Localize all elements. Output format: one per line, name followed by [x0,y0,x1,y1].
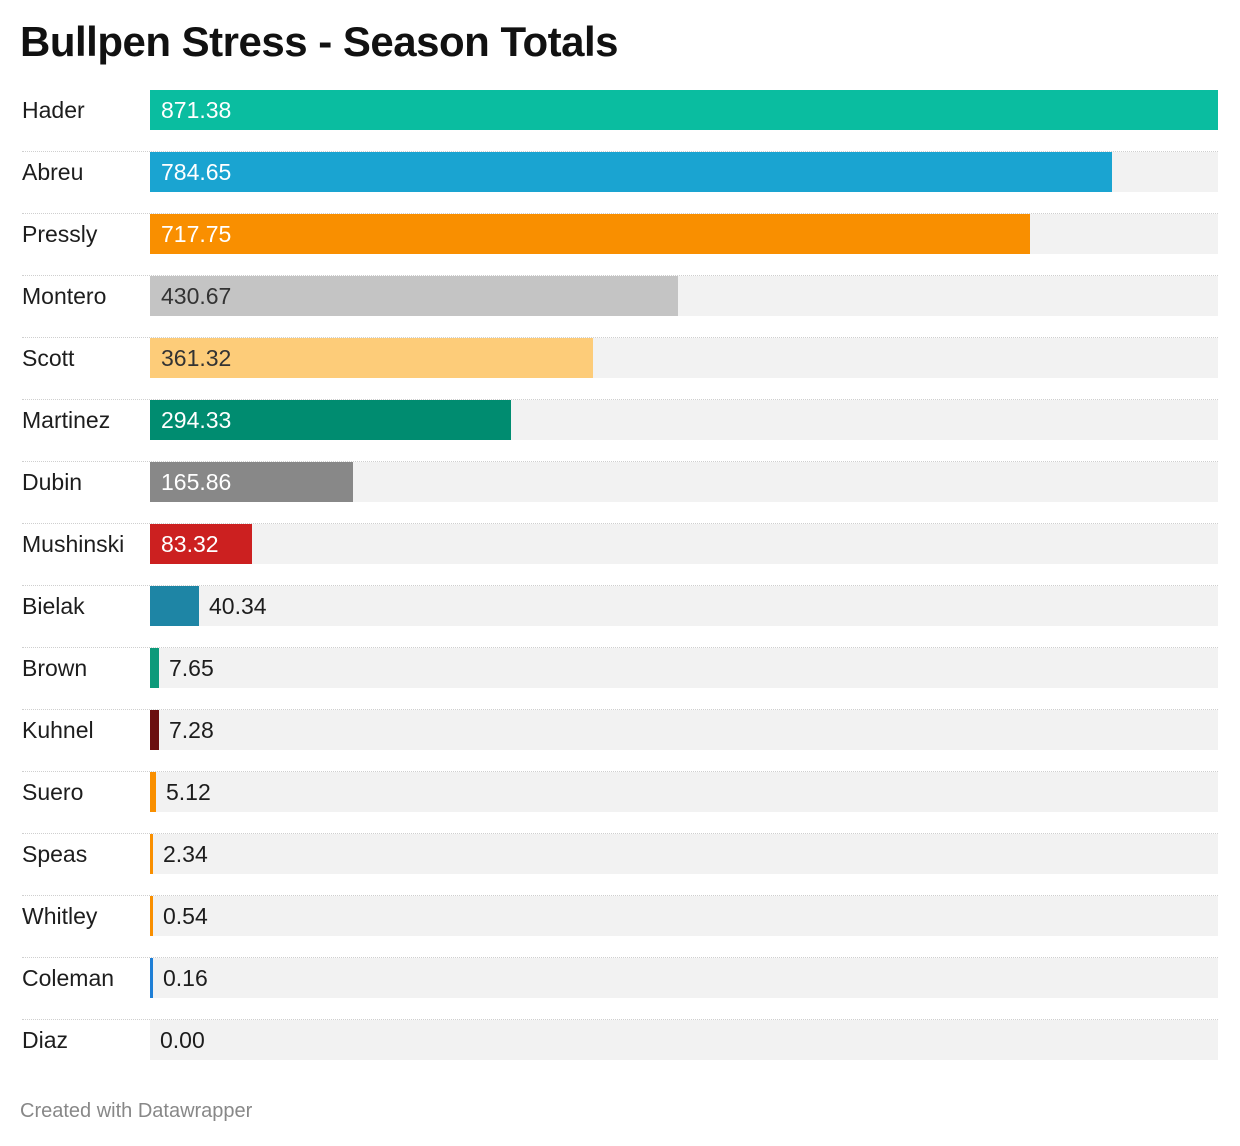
bar [150,90,1218,130]
bar-row: Whitley 0.54 [22,896,1218,958]
data-label: 0.16 [163,965,208,991]
bar [150,710,159,750]
bar-track: 7.28 [150,710,1218,750]
category-label: Kuhnel [22,717,94,743]
category-label: Speas [22,841,88,867]
bar-track: 294.33 [150,400,1218,440]
category-label: Hader [22,97,85,123]
bar-row: Scott 361.32 [22,338,1218,400]
row-divider [22,647,1218,648]
row-divider [22,151,1218,152]
bar-track: 871.38 [150,90,1218,130]
data-label: 83.32 [161,531,219,557]
row-divider [22,833,1218,834]
category-label: Suero [22,779,84,805]
data-label: 165.86 [161,469,232,495]
row-divider [22,771,1218,772]
bar-row: Diaz 0.00 [22,1020,1218,1082]
bar [150,958,153,998]
category-label: Abreu [22,159,84,185]
bar-row: Abreu 784.65 [22,152,1218,214]
category-label: Dubin [22,469,83,495]
bar-track: 40.34 [150,586,1218,626]
bar-track: 717.75 [150,214,1218,254]
data-label: 784.65 [161,159,232,185]
category-label: Diaz [22,1027,69,1053]
bar-track: 784.65 [150,152,1218,192]
bar-row: Brown 7.65 [22,648,1218,710]
bar-track: 430.67 [150,276,1218,316]
category-label: Martinez [22,407,111,433]
bar-row: Speas 2.34 [22,834,1218,896]
data-label: 871.38 [161,97,232,123]
bar-row: Pressly 717.75 [22,214,1218,276]
row-divider [22,461,1218,462]
category-label: Mushinski [22,531,125,557]
bar [150,338,593,378]
bar [150,400,511,440]
data-label: 294.33 [161,407,232,433]
bar-track: 361.32 [150,338,1218,378]
category-label: Brown [22,655,88,681]
bar [150,152,1112,192]
data-label: 717.75 [161,221,232,247]
row-divider [22,523,1218,524]
data-label: 0.00 [160,1027,205,1053]
category-label: Pressly [22,221,98,247]
row-divider [22,709,1218,710]
row-divider [22,213,1218,214]
bar-row: Coleman 0.16 [22,958,1218,1020]
row-divider [22,1019,1218,1020]
row-divider [22,585,1218,586]
row-divider [22,957,1218,958]
bar [150,586,199,626]
category-label: Bielak [22,593,85,619]
data-label: 7.65 [169,655,214,681]
bar-track: 0.54 [150,896,1218,936]
row-divider [22,275,1218,276]
data-label: 40.34 [209,593,267,619]
bar-row: Hader 871.38 [22,90,1218,152]
category-label: Whitley [22,903,98,929]
bar-row: Suero 5.12 [22,772,1218,834]
row-divider [22,337,1218,338]
credit-footer[interactable]: Created with Datawrapper [20,1100,253,1122]
bar-row: Montero 430.67 [22,276,1218,338]
bar [150,462,353,502]
data-label: 7.28 [169,717,214,743]
data-label: 5.12 [166,779,211,805]
bar-track: 165.86 [150,462,1218,502]
bar [150,834,153,874]
category-label: Montero [22,283,107,309]
category-label: Coleman [22,965,115,991]
bar-row: Martinez 294.33 [22,400,1218,462]
bar [150,524,252,564]
row-divider [22,399,1218,400]
bar [150,276,678,316]
bar-row: Kuhnel 7.28 [22,710,1218,772]
data-label: 0.54 [163,903,208,929]
bar-track: 0.00 [150,1020,1218,1060]
bar-track: 5.12 [150,772,1218,812]
bar-track: 0.16 [150,958,1218,998]
category-label: Scott [22,345,75,371]
bar-row: Dubin 165.86 [22,462,1218,524]
data-label: 361.32 [161,345,232,371]
bar [150,648,159,688]
data-label: 430.67 [161,283,232,309]
bar [150,214,1030,254]
bar-track: 2.34 [150,834,1218,874]
chart-title: Bullpen Stress - Season Totals [20,18,619,65]
row-divider [22,895,1218,896]
bar-track: 7.65 [150,648,1218,688]
bar [150,896,153,936]
data-label: 2.34 [163,841,208,867]
bar-row: Mushinski 83.32 [22,524,1218,586]
bar-track: 83.32 [150,524,1218,564]
bar [150,772,156,812]
bar-row: Bielak 40.34 [22,586,1218,648]
